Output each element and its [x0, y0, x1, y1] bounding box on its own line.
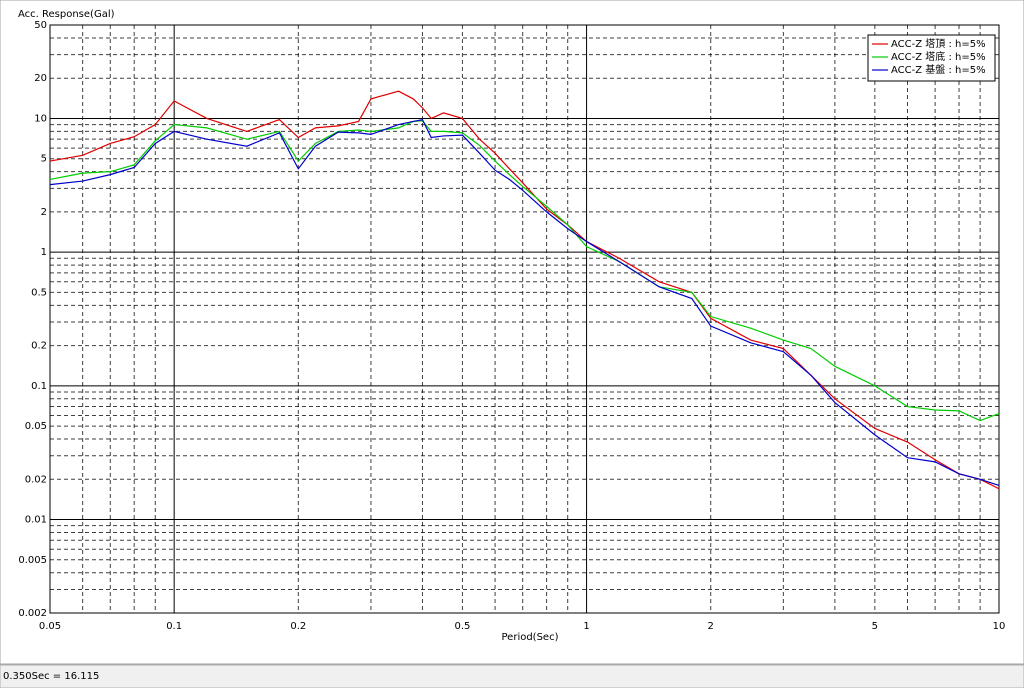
status-text: 0.350Sec = 16.115: [3, 671, 99, 682]
status-bar: [0, 664, 1024, 688]
legend-label: ACC-Z 塔底 : h=5%: [891, 50, 986, 63]
legend-label: ACC-Z 塔頂 : h=5%: [891, 37, 986, 50]
x-tick-label: 0.1: [166, 621, 182, 632]
y-tick-label: 20: [34, 73, 47, 84]
legend-label: ACC-Z 基盤 : h=5%: [891, 63, 986, 76]
y-tick-label: 0.2: [31, 341, 47, 352]
y-tick-label: 2: [41, 207, 47, 218]
plot-frame: [49, 24, 1000, 614]
y-tick-label: 0.5: [31, 287, 47, 298]
series-line: [49, 90, 1000, 490]
y-tick-label: 5: [41, 154, 47, 165]
y-axis-title: Acc. Response(Gal): [18, 9, 115, 20]
y-tick-label: 1: [41, 247, 47, 258]
x-tick-label: 1: [583, 621, 589, 632]
plot-area: 0.05 0.1 0.2 0.5 1 2 5 10 0.002 0.005 0.01 0.02 0.05…: [18, 20, 1005, 632]
y-tick-label: 50: [34, 20, 47, 31]
x-axis-title: Period(Sec): [502, 632, 559, 643]
y-tick-label: 0.02: [25, 474, 47, 485]
x-tick-label: 0.05: [39, 621, 61, 632]
x-tick-label: 5: [872, 621, 878, 632]
y-tick-label: 10: [34, 113, 47, 124]
series-line: [49, 120, 1000, 422]
legend-box: [867, 34, 996, 82]
legend: ACC-Z 塔頂 : h=5%ACC-Z 塔底 : h=5%ACC-Z 基盤 :…: [867, 34, 996, 82]
x-tick-label: 2: [708, 621, 714, 632]
x-tick-label: 0.2: [290, 621, 306, 632]
y-tick-label: 0.002: [18, 608, 47, 619]
y-tick-label: 0.1: [31, 381, 47, 392]
y-tick-label: 0.01: [25, 515, 47, 526]
x-tick-label: 0.5: [454, 621, 470, 632]
chart-background: [0, 0, 1024, 665]
y-tick-label: 0.05: [25, 421, 47, 432]
y-tick-label: 0.005: [18, 555, 47, 566]
x-tick-label: 10: [993, 621, 1006, 632]
series-line: [49, 118, 1000, 486]
